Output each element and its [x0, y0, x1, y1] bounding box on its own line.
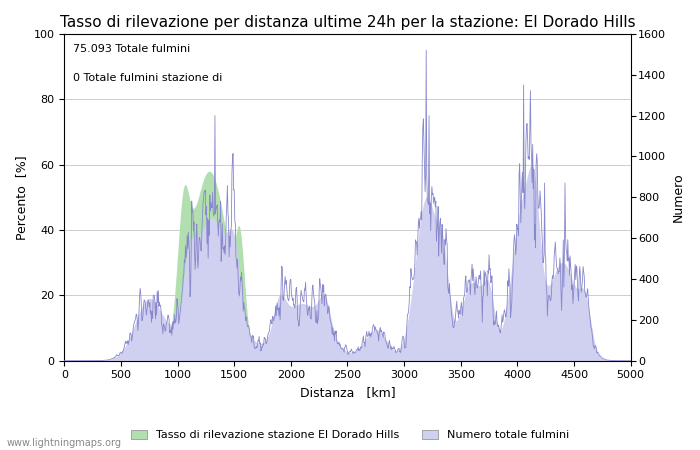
- Text: 0 Totale fulmini stazione di: 0 Totale fulmini stazione di: [73, 73, 222, 83]
- Text: 75.093 Totale fulmini: 75.093 Totale fulmini: [73, 44, 190, 54]
- Title: Tasso di rilevazione per distanza ultime 24h per la stazione: El Dorado Hills: Tasso di rilevazione per distanza ultime…: [60, 15, 636, 30]
- Y-axis label: Percento  [%]: Percento [%]: [15, 155, 28, 240]
- X-axis label: Distanza   [km]: Distanza [km]: [300, 386, 395, 399]
- Legend: Tasso di rilevazione stazione El Dorado Hills, Numero totale fulmini: Tasso di rilevazione stazione El Dorado …: [126, 425, 574, 445]
- Y-axis label: Numero: Numero: [672, 172, 685, 222]
- Text: www.lightningmaps.org: www.lightningmaps.org: [7, 438, 122, 448]
